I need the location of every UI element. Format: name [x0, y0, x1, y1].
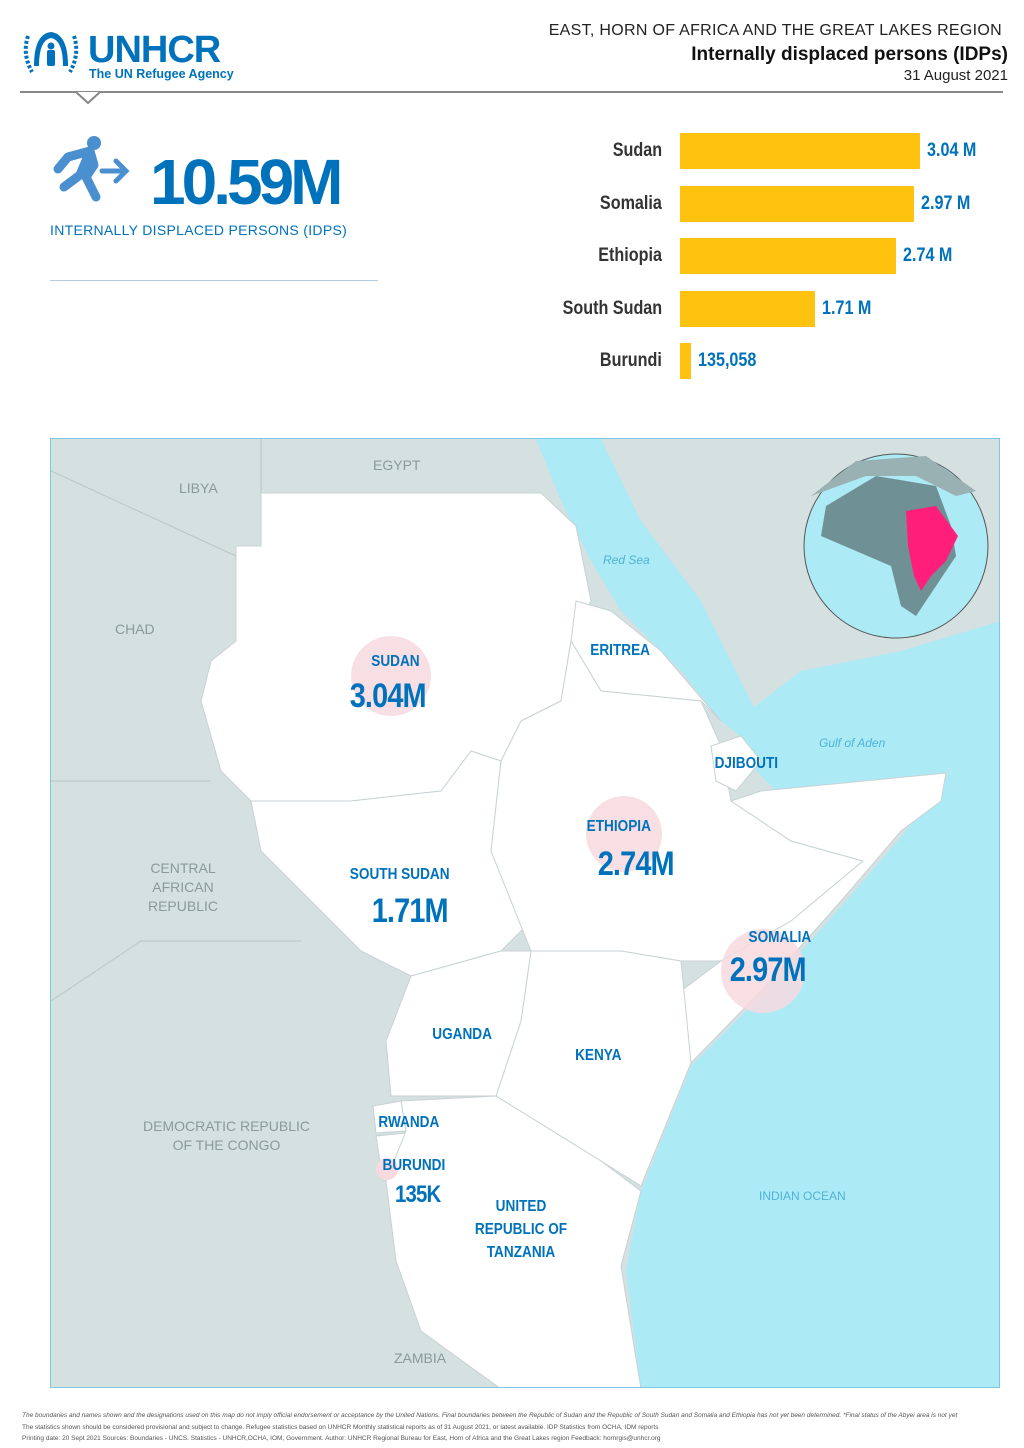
label-burundi: BURUNDI [382, 1157, 446, 1174]
bar [680, 238, 897, 274]
label-sudan: SUDAN [371, 653, 420, 670]
label-eritrea: ERITREA [590, 642, 650, 659]
bubble-sudan [351, 636, 431, 716]
map-canvas [51, 439, 999, 1387]
locator-globe [803, 453, 989, 639]
label-car: CENTRAL AFRICAN REPUBLIC [147, 860, 219, 914]
bar-label: Burundi [600, 350, 662, 371]
sea-gulf-of-aden [736, 621, 999, 796]
bar-value: 2.74 M [903, 245, 953, 266]
bubble-burundi [376, 1158, 398, 1180]
total-idps-label: INTERNALLY DISPLACED PERSONS (IDPS) [50, 222, 348, 238]
label-kenya: KENYA [575, 1047, 622, 1064]
person-running-arrow-icon [53, 136, 130, 202]
bar-value: 2.97 M [921, 192, 971, 214]
label-libya: LIBYA [179, 480, 218, 496]
label-egypt: EGYPT [373, 457, 421, 473]
logo-wordmark: UNHCR [88, 29, 221, 71]
report-date: 31 August 2021 [903, 67, 1008, 84]
bar [680, 290, 815, 327]
bar-value: 135,058 [697, 350, 757, 371]
unhcr-emblem-icon [23, 32, 79, 73]
label-zambia: ZAMBIA [394, 1350, 447, 1366]
country-djibouti [710, 735, 762, 792]
logo-subtitle: The UN Refugee Agency [89, 67, 234, 81]
footer-credits: Printing date: 20 Sept 2021 Sources: Bou… [22, 1435, 661, 1442]
sea-indian-ocean [626, 627, 999, 1387]
sea-red-sea [536, 439, 761, 741]
bar [680, 343, 691, 379]
page-title: Internally displaced persons (IDPs) [691, 44, 1008, 65]
bar-label: Ethiopia [598, 245, 662, 266]
label-ethiopia: ETHIOPIA [586, 818, 651, 835]
value-south-sudan: 1.71M [371, 892, 449, 930]
bar-value: 1.71 M [822, 297, 872, 319]
region-map: LIBYA EGYPT CHAD CENTRAL AFRICAN REPUBLI… [50, 438, 1000, 1388]
region-heading: EAST, HORN OF AFRICA AND THE GREAT LAKES… [548, 22, 1002, 39]
label-south-sudan: SOUTH SUDAN [349, 866, 450, 883]
country-uganda [385, 950, 532, 1097]
value-ethiopia: 2.74M [597, 845, 675, 883]
label-indian-ocean: INDIAN OCEAN [759, 1189, 846, 1203]
total-idps-value: 10.59M [150, 146, 343, 218]
label-rwanda: RWANDA [378, 1114, 440, 1131]
bubble-somalia [721, 929, 805, 1013]
value-sudan: 3.04M [349, 677, 427, 715]
bar [680, 185, 915, 222]
bar-label: Sudan [612, 140, 662, 161]
bar-value: 3.04 M [927, 140, 977, 161]
value-burundi: 135K [395, 1181, 441, 1208]
footer-statistics-note: The statistics shown should be considere… [22, 1423, 659, 1431]
label-djibouti: DJIBOUTI [714, 755, 779, 772]
label-gulf-of-aden: Gulf of Aden [819, 736, 886, 750]
label-drc: DEMOCRATIC REPUBLIC OF THE CONGO [143, 1118, 310, 1153]
value-somalia: 2.97M [729, 951, 807, 989]
divider-notch-icon [76, 92, 100, 105]
bubble-ethiopia [586, 796, 662, 872]
label-uganda: UGANDA [432, 1026, 492, 1043]
footer-disclaimer: The boundaries and names shown and the d… [22, 1412, 958, 1419]
label-red-sea: Red Sea [603, 553, 650, 567]
bar [680, 133, 920, 169]
kpi-divider [50, 280, 378, 281]
footer-notes: The boundaries and names shown and the d… [22, 1410, 1002, 1445]
header-divider [20, 91, 1003, 93]
bar-label: South Sudan [562, 297, 662, 319]
label-chad: CHAD [115, 621, 155, 637]
bar-label: Somalia [600, 192, 662, 214]
label-tanzania: UNITED REPUBLIC OF TANZANIA [474, 1198, 568, 1261]
label-somalia: SOMALIA [748, 929, 812, 946]
